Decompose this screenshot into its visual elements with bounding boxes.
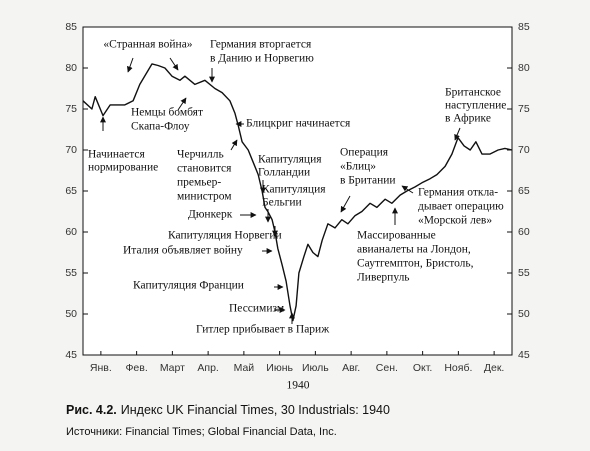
y-tick-label: 75 <box>65 103 77 115</box>
annotation: Гитлер прибывает в Париж <box>196 324 329 336</box>
annotation: Саутгемптон, Бристоль, <box>357 258 474 270</box>
y2-tick-label: 80 <box>518 62 530 74</box>
annotation: в Британии <box>340 175 396 187</box>
x-tick-label: Июнь <box>266 362 293 374</box>
y-tick-label: 45 <box>65 349 77 361</box>
annotation: Капитуляция <box>262 184 326 196</box>
annotation: наступление <box>445 100 506 112</box>
annotation: «Странная война» <box>103 39 192 51</box>
annotation: в Данию и Норвегию <box>210 53 314 65</box>
y2-tick-label: 60 <box>518 226 530 238</box>
annotation: «Блиц» <box>340 161 376 173</box>
annotation-arrow <box>401 185 414 194</box>
x-tick-label: Сен. <box>376 362 398 374</box>
annotation: «Морской лев» <box>418 215 492 227</box>
annotation: Капитуляция <box>258 154 322 166</box>
index-line <box>82 63 513 322</box>
annotation: Немцы бомбят <box>131 107 203 119</box>
y2-tick-label: 50 <box>518 308 530 320</box>
annotation: Италия объявляет войну <box>123 245 243 257</box>
y-tick-label: 70 <box>65 144 77 156</box>
annotation-arrow <box>454 127 461 141</box>
annotation: Начинается <box>88 149 146 161</box>
x-tick-label: Окт. <box>413 362 432 374</box>
y-tick-label: 65 <box>65 185 77 197</box>
annotation-arrow <box>230 139 238 151</box>
annotation: Массированные <box>357 230 436 242</box>
x-tick-label: Июль <box>302 362 329 374</box>
y-tick-label: 60 <box>65 226 77 238</box>
y-tick-label: 55 <box>65 267 77 279</box>
annotation-arrow <box>169 57 179 71</box>
annotation: Бельгии <box>262 197 302 209</box>
y2-tick-label: 70 <box>518 144 530 156</box>
x-tick-label: Май <box>234 362 255 374</box>
x-tick-label: Янв. <box>90 362 112 374</box>
plot-area <box>82 26 513 356</box>
annotation: Голландии <box>258 167 310 179</box>
x-tick-label: Авг. <box>342 362 360 374</box>
x-tick-label: Дек. <box>484 362 504 374</box>
annotation: министром <box>177 191 232 203</box>
annotation: Скапа-Флоу <box>131 121 190 133</box>
x-tick-label: Март <box>160 362 185 374</box>
x-tick-label: Фев. <box>125 362 147 374</box>
caption: Рис. 4.2. Индекс UK Financial Times, 30 I… <box>66 403 390 417</box>
annotation: Блицкриг начинается <box>246 118 351 130</box>
annotation: нормирование <box>88 162 158 174</box>
annotation: Капитуляция Норвегии <box>168 230 282 242</box>
annotation-arrow <box>126 57 134 73</box>
annotation: Пессимизм <box>229 303 285 315</box>
annotation: Германия откла- <box>418 187 498 199</box>
y2-tick-label: 55 <box>518 267 530 279</box>
annotation: Германия вторгается <box>210 39 312 51</box>
annotation-arrow <box>340 195 351 213</box>
annotation-arrow <box>177 97 187 111</box>
annotation: Дюнкерк <box>188 209 233 221</box>
y2-tick-label: 65 <box>518 185 530 197</box>
annotation: Британское <box>445 87 501 99</box>
annotation: Ливерпуль <box>357 272 410 284</box>
x-tick-label: Апр. <box>197 362 218 374</box>
caption-label: Рис. 4.2. <box>66 403 117 417</box>
annotation: премьер- <box>177 177 221 189</box>
y-tick-label: 50 <box>65 308 77 320</box>
annotation: в Африке <box>445 113 491 125</box>
x-axis-label: 1940 <box>287 380 310 392</box>
y-tick-label: 80 <box>65 62 77 74</box>
annotation: Операция <box>340 147 389 159</box>
y2-tick-label: 45 <box>518 349 530 361</box>
sources: Источники: Financial Times; Global Finan… <box>66 426 337 438</box>
annotation: авианалеты на Лондон, <box>357 244 471 256</box>
annotation: дывает операцию <box>418 201 504 213</box>
caption-text: Индекс UK Financial Times, 30 Industrial… <box>121 403 390 417</box>
annotation: Черчилль <box>177 149 224 161</box>
y2-tick-label: 85 <box>518 21 530 33</box>
x-tick-label: Нояб. <box>444 362 472 374</box>
annotation: Капитуляция Франции <box>133 280 244 292</box>
y-tick-label: 85 <box>65 21 77 33</box>
y2-tick-label: 75 <box>518 103 530 115</box>
annotation: становится <box>177 163 232 175</box>
